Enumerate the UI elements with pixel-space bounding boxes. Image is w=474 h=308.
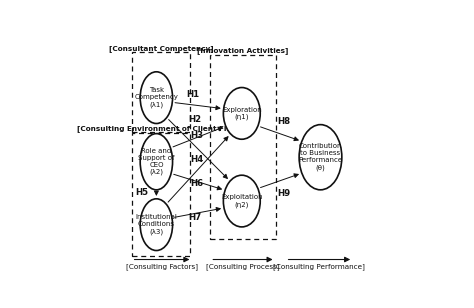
Bar	[210, 55, 275, 239]
Ellipse shape	[299, 125, 342, 190]
Ellipse shape	[223, 175, 260, 227]
Text: [Consulting Process]: [Consulting Process]	[206, 263, 280, 270]
Text: H1: H1	[186, 90, 199, 99]
Ellipse shape	[223, 87, 260, 139]
Text: Institutional
Conditions
(λ3): Institutional Conditions (λ3)	[136, 214, 177, 235]
Bar	[132, 51, 190, 132]
Text: H9: H9	[277, 189, 290, 198]
Text: H6: H6	[190, 179, 203, 188]
Text: H3: H3	[190, 132, 203, 140]
Text: [Consultant Competency]: [Consultant Competency]	[109, 45, 213, 51]
Text: H5: H5	[136, 188, 149, 197]
Text: [Consulting Factors]: [Consulting Factors]	[126, 263, 198, 270]
Text: Exploitation
(η2): Exploitation (η2)	[221, 194, 263, 208]
Bar	[132, 133, 190, 256]
Text: H2: H2	[188, 115, 201, 124]
Ellipse shape	[140, 134, 173, 190]
Ellipse shape	[140, 72, 173, 124]
Text: H4: H4	[190, 155, 203, 164]
Text: H8: H8	[277, 117, 290, 126]
Text: [Consulting Performance]: [Consulting Performance]	[273, 263, 365, 270]
Text: Exploration
(η1): Exploration (η1)	[222, 107, 262, 120]
Text: Contribution
to Business
Performance
(θ): Contribution to Business Performance (θ)	[299, 144, 343, 171]
Ellipse shape	[140, 199, 173, 250]
Text: H7: H7	[188, 213, 201, 222]
Text: [Consulting Environment of Client Firms]: [Consulting Environment of Client Firms]	[77, 125, 245, 132]
Text: [Innovation Activities]: [Innovation Activities]	[197, 47, 289, 55]
Text: Task
Competency
(λ1): Task Competency (λ1)	[135, 87, 178, 108]
Text: Role and
Support of
CEO
(λ2): Role and Support of CEO (λ2)	[138, 148, 174, 176]
